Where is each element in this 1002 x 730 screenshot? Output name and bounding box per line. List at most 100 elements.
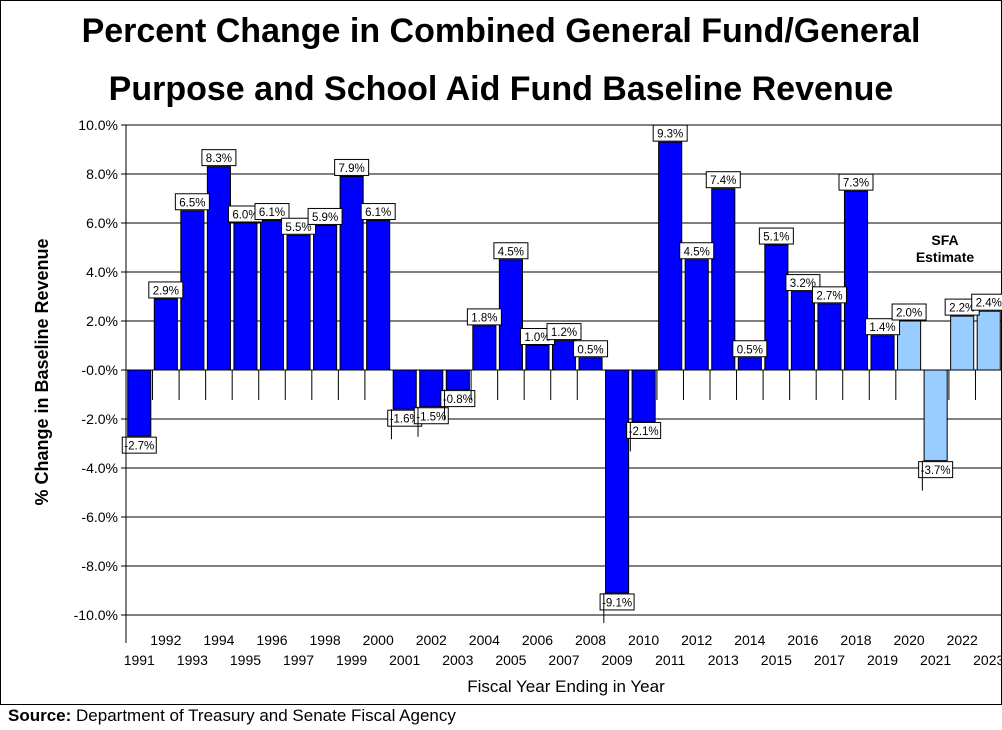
x-tick-label: 1999 (336, 652, 367, 668)
data-label-2014: 0.5% (732, 340, 768, 358)
x-tick-label: 2011 (655, 652, 685, 668)
bar-chart: -2.7%2.9%6.5%8.3%6.0% 6.1%5.5%5.9%7.9%6.1… (32, 117, 1002, 696)
bar-2007 (551, 340, 577, 371)
data-label-2016: 3.2% (785, 274, 821, 292)
y-tick-label: -10.0% (74, 607, 118, 623)
data-label-2023: 2.4% (971, 293, 1002, 311)
data-labels: -2.7%2.9%6.5%8.3%6.0% 6.1%5.5%5.9%7.9%6.1… (121, 124, 1002, 611)
data-label-2005: 4.5% (493, 242, 529, 260)
x-tick-label: 2020 (894, 632, 925, 648)
bar-2016 (790, 291, 815, 371)
data-label-text: 0.5% (737, 344, 763, 356)
chart-title-line2: Purpose and School Aid Fund Baseline Rev… (108, 70, 894, 108)
chart-title-line1: Percent Change in Combined General Fund/… (81, 12, 921, 50)
x-tick-label: 2023 (973, 652, 1002, 668)
data-label-box (546, 323, 582, 341)
x-tick-label: 2002 (416, 632, 447, 648)
data-label-text: 2.0% (896, 308, 922, 320)
data-label-text: -2.1% (629, 426, 659, 438)
data-label-2020: 2.0% (891, 303, 927, 321)
data-label-2002: -1.5% (413, 407, 449, 425)
data-label-2000: 6.1% (360, 203, 396, 221)
source-text: Department of Treasury and Senate Fiscal… (71, 706, 456, 725)
data-label-box (334, 158, 370, 176)
data-label-box (573, 340, 609, 358)
bar-2008 (578, 357, 603, 371)
x-tick-label: 2009 (602, 652, 633, 668)
x-tick-label: 1993 (177, 652, 208, 668)
x-tick-label: 2003 (442, 652, 473, 668)
data-label-box (838, 173, 874, 191)
x-tick-label: 2017 (814, 652, 845, 668)
data-label-1999: 7.9% (334, 158, 370, 176)
estimate-annotation-line2: Estimate (916, 249, 975, 265)
bar-1994 (206, 166, 231, 371)
data-label-text: 6.1% (259, 207, 285, 219)
data-label-box (599, 593, 635, 611)
bar-2006 (525, 345, 550, 371)
bar-2009 (605, 369, 630, 594)
bar-2022 (950, 315, 975, 371)
data-label-2012: 4.5% (679, 242, 715, 260)
data-label-box (971, 293, 1002, 311)
data-label-text: 2.7% (816, 290, 842, 302)
data-label-text: -3.7% (921, 465, 951, 477)
x-tick-label: 2005 (495, 652, 526, 668)
data-label-text: 7.3% (843, 178, 869, 190)
bar-2011 (658, 141, 683, 371)
data-label-text: 3.2% (790, 278, 816, 290)
x-tick-label: 2007 (548, 652, 579, 668)
data-label-box (918, 461, 954, 479)
bar-1995 (233, 222, 258, 371)
data-label-2011: 9.3% (652, 124, 688, 142)
bar-2003 (445, 369, 470, 391)
data-label-1994: 8.3% (201, 149, 237, 167)
bar-2005 (498, 259, 523, 371)
bars (127, 141, 1001, 594)
data-label-box (679, 242, 715, 260)
data-label-2019: 1.4% (865, 318, 901, 336)
bar-2000 (366, 220, 391, 371)
bar-2018 (843, 190, 869, 371)
x-tick-label: 1996 (256, 632, 287, 648)
bar-2015 (764, 244, 789, 371)
data-label-text: 4.5% (498, 246, 524, 258)
data-label-text: 5.1% (763, 232, 789, 244)
bar-1998 (313, 224, 338, 371)
y-axis-ticks: 10.0% 8.0% 6.0% 4.0% 2.0% -0.0% -2.0% -4.0% -6.0… (74, 117, 126, 623)
data-label-text: 6.1% (365, 207, 391, 219)
data-label-1991: -2.7% (121, 436, 157, 454)
data-label-2022: 2.2% (944, 298, 980, 316)
data-label-2007: 1.2% (546, 323, 582, 341)
x-tick-label: 2014 (734, 632, 765, 648)
bar-1992 (153, 298, 178, 371)
bar-1999 (339, 175, 364, 371)
y-tick-label: -6.0% (81, 509, 118, 525)
bar-2017 (817, 303, 842, 371)
bar-2002 (419, 369, 444, 408)
data-label-box (174, 193, 210, 211)
data-label-text: -0.8% (443, 394, 473, 406)
x-tick-label: 2016 (787, 632, 818, 648)
data-label-box (121, 436, 157, 454)
y-tick-label: -2.0% (81, 411, 118, 427)
data-label-2004: 1.8% (466, 308, 502, 326)
bar-1996 (259, 220, 285, 371)
data-label-box (440, 390, 476, 408)
data-label-2009: -9.1% (599, 593, 635, 611)
data-label-box (732, 340, 768, 358)
x-tick-label: 1991 (124, 652, 155, 668)
y-tick-label: -4.0% (81, 460, 118, 476)
data-label-1996: 6.1% (254, 203, 290, 221)
data-label-text: 5.5% (285, 222, 311, 234)
y-tick-label: 2.0% (86, 313, 118, 329)
y-tick-label: -8.0% (81, 558, 118, 574)
data-label-text: 4.5% (684, 246, 710, 258)
data-label-2015: 5.1% (758, 227, 794, 245)
data-label-1995: 6.0% (227, 205, 263, 223)
bar-1991 (127, 369, 152, 437)
data-label-1998: 5.9% (307, 207, 343, 225)
y-tick-label: 4.0% (86, 264, 118, 280)
bar-2013 (711, 188, 736, 371)
source-label: Source: (8, 706, 72, 725)
